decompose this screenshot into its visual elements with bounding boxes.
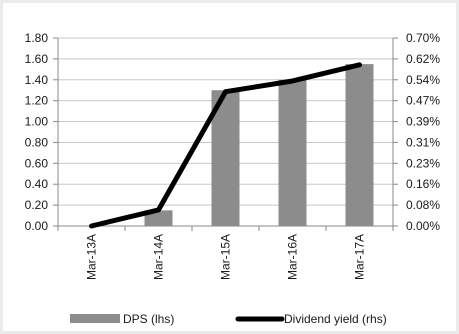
bar	[144, 210, 173, 226]
x-axis-ticks: Mar-13A Mar-14A Mar-15A Mar-16A Mar-17A	[57, 226, 394, 280]
right-axis-ticks: 0.70% 0.62% 0.54% 0.47% 0.39% 0.31% 0.23% 0.16%…	[393, 31, 440, 233]
left-tick-label: 1.80	[25, 31, 49, 45]
left-tick-label: 1.00	[25, 115, 49, 129]
legend-label-dps: DPS (lhs)	[123, 312, 174, 326]
left-tick-label: 0.00	[25, 219, 49, 233]
line-series	[89, 62, 362, 229]
right-tick-label: 0.39%	[406, 115, 440, 129]
left-axis-ticks: 1.80 1.60 1.40 1.20 1.00 0.80 0.60 0.40 0.20 0.00	[25, 31, 58, 233]
x-tick-label: Mar-17A	[353, 234, 367, 280]
right-tick-label: 0.23%	[406, 156, 440, 170]
x-tick-label: Mar-16A	[286, 234, 300, 280]
axes	[57, 38, 394, 227]
x-tick-label: Mar-14A	[152, 234, 166, 280]
bar	[345, 64, 374, 226]
dividend-yield-line	[89, 62, 362, 229]
x-tick-label: Mar-15A	[219, 234, 233, 280]
left-tick-label: 1.40	[25, 73, 49, 87]
bar-series	[144, 64, 374, 227]
right-tick-label: 0.47%	[406, 94, 440, 108]
right-tick-label: 0.31%	[406, 135, 440, 149]
right-tick-label: 0.62%	[406, 52, 440, 66]
right-tick-label: 0.16%	[406, 177, 440, 191]
left-tick-label: 1.60	[25, 52, 49, 66]
left-tick-label: 0.20	[25, 198, 49, 212]
x-tick-label: Mar-13A	[85, 234, 99, 280]
right-tick-label: 0.70%	[406, 31, 440, 45]
legend-swatch-dps	[70, 314, 120, 323]
left-tick-label: 0.80	[25, 135, 49, 149]
right-tick-label: 0.00%	[406, 219, 440, 233]
left-tick-label: 0.60	[25, 156, 49, 170]
right-tick-label: 0.08%	[406, 198, 440, 212]
left-tick-label: 1.20	[25, 94, 49, 108]
right-tick-label: 0.54%	[406, 73, 440, 87]
bar	[278, 79, 307, 227]
legend: DPS (lhs) Dividend yield (rhs)	[70, 312, 387, 326]
legend-label-yield: Dividend yield (rhs)	[284, 312, 387, 326]
left-tick-label: 0.40	[25, 177, 49, 191]
